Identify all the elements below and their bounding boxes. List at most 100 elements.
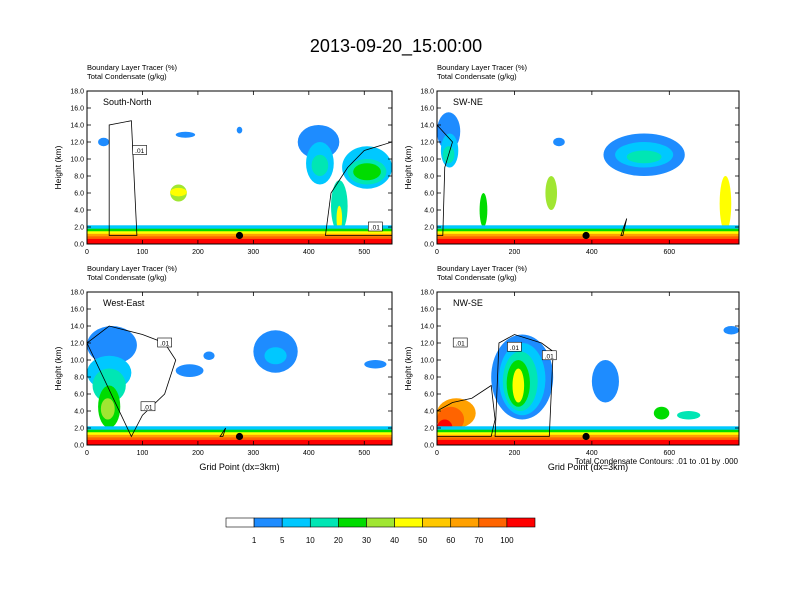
panels-group: .01 .01 0.0 2.0 4.0 6.0 8.0 10.0 12.0 14.0 16.0 18.… <box>53 63 740 472</box>
tracer-field <box>98 137 110 147</box>
boundary-layer-band <box>87 439 392 445</box>
contour-label-text: .01 <box>545 353 554 360</box>
tracer-field <box>553 137 565 147</box>
condensate-contour <box>494 334 554 437</box>
colorbar-box <box>225 517 255 528</box>
tracer-field <box>677 411 701 420</box>
x-tick-label: 300 <box>248 450 260 457</box>
y-tick-label: 18.0 <box>70 290 84 297</box>
x-tick-label: 400 <box>586 450 598 457</box>
colorbar-label: 10 <box>306 536 315 545</box>
x-tick-label: 500 <box>358 450 370 457</box>
colorbar-label: 60 <box>446 536 455 545</box>
x-tick-label: 200 <box>192 249 204 256</box>
contour-label-box <box>368 221 383 232</box>
tracer-field <box>479 193 488 227</box>
plot-frame <box>86 90 393 245</box>
chart-panel-sw-ne: 0.0 2.0 4.0 6.0 8.0 10.0 12.0 14.0 16.0 18.0 0 200 4… <box>403 63 740 256</box>
colorbar-box <box>281 517 311 528</box>
y-tick-label: 10.0 <box>70 358 84 365</box>
contour-label: .01 <box>132 145 147 155</box>
contour-label-text: .01 <box>371 225 380 232</box>
colorbar-box <box>506 517 536 528</box>
x-tick-label: 100 <box>137 450 149 457</box>
x-tick-label: 400 <box>303 249 315 256</box>
location-marker <box>235 432 244 441</box>
contour-label-text: .01 <box>135 148 144 155</box>
tracer-field <box>87 326 137 365</box>
x-axis-label: Grid Point (dx=3km) <box>548 462 628 472</box>
y-tick-label: 4.0 <box>74 208 84 215</box>
y-tick-label: 10.0 <box>420 157 434 164</box>
legend-line: Boundary Layer Tracer (%) <box>87 63 178 72</box>
contour-label-box <box>452 337 468 348</box>
x-tick-label: 600 <box>663 450 675 457</box>
tracer-field <box>364 360 387 369</box>
x-tick-label: 300 <box>248 249 260 256</box>
y-tick-label: 12.0 <box>70 341 84 348</box>
x-tick-label: 200 <box>509 249 521 256</box>
legend-line: Total Condensate (g/kg) <box>87 72 167 81</box>
colorbar-label: 1 <box>252 536 257 545</box>
y-tick-label: 16.0 <box>70 106 84 113</box>
contour-label: .01 <box>452 337 468 348</box>
tracer-field <box>723 326 739 335</box>
colorbar-label: 100 <box>500 536 514 545</box>
y-tick-label: 2.0 <box>424 426 434 433</box>
y-tick-label: 6.0 <box>424 392 434 399</box>
y-tick-label: 8.0 <box>74 375 84 382</box>
y-axis-label: Height (km) <box>403 145 413 189</box>
x-tick-label: 500 <box>358 249 370 256</box>
chart-panel-west-east: .01 .01 0.0 2.0 4.0 6.0 8.0 10.0 12.0 14.0 16.0 18.… <box>53 264 393 472</box>
y-tick-label: 16.0 <box>420 307 434 314</box>
y-tick-label: 12.0 <box>420 341 434 348</box>
panel-name: SW-NE <box>453 97 483 107</box>
tracer-field <box>591 360 619 403</box>
boundary-layer-band <box>87 238 392 244</box>
chart-panel-nw-se: .01 .01 .01 0.0 2.0 4.0 6.0 8.0 10.0 12.0 14.0 16.0… <box>403 264 740 472</box>
y-tick-label: 14.0 <box>420 123 434 130</box>
tracer-field <box>311 154 329 176</box>
y-tick-label: 14.0 <box>70 324 84 331</box>
tracer-field <box>175 131 196 138</box>
tracer-field <box>203 351 215 360</box>
tracer-field <box>236 126 243 134</box>
y-tick-label: 0.0 <box>424 242 434 249</box>
tracer-field <box>170 187 187 197</box>
contour-label: .01 <box>541 350 557 360</box>
tracer-field <box>653 406 670 420</box>
y-tick-label: 2.0 <box>74 426 84 433</box>
boundary-layer-band <box>437 439 739 445</box>
tracer-field <box>264 347 287 365</box>
contour-label-box <box>507 341 522 352</box>
tracer-field <box>336 205 343 232</box>
contour-label-box <box>140 401 156 412</box>
x-tick-label: 400 <box>303 450 315 457</box>
x-tick-label: 0 <box>85 450 89 457</box>
colorbar-box <box>366 517 395 528</box>
y-tick-label: 18.0 <box>70 89 84 96</box>
y-axis-label: Height (km) <box>53 145 63 189</box>
panel-name: NW-SE <box>453 298 483 308</box>
boundary-layer-band <box>437 238 739 244</box>
y-tick-label: 14.0 <box>70 123 84 130</box>
contour-label: .01 <box>507 341 522 352</box>
colorbar-box <box>422 517 452 528</box>
legend-line: Boundary Layer Tracer (%) <box>437 63 528 72</box>
location-marker <box>235 231 244 240</box>
tracer-field <box>545 176 558 210</box>
colorbar: 1 5 10 20 30 40 50 60 70 100 <box>225 517 536 545</box>
y-tick-label: 10.0 <box>70 157 84 164</box>
condensate-contour <box>324 141 392 236</box>
tracer-field <box>626 150 662 164</box>
plot-frame <box>436 90 740 245</box>
contour-note: Total Condensate Contours: .01 to .01 by… <box>575 457 739 466</box>
colorbar-label: 5 <box>280 536 285 545</box>
plot-area <box>437 112 739 244</box>
colorbar-box <box>253 517 283 528</box>
legend-line: Boundary Layer Tracer (%) <box>87 264 178 273</box>
plot-area: .01 .01 <box>87 120 392 244</box>
contour-label: .01 <box>368 221 383 232</box>
colorbar-label: 40 <box>390 536 399 545</box>
